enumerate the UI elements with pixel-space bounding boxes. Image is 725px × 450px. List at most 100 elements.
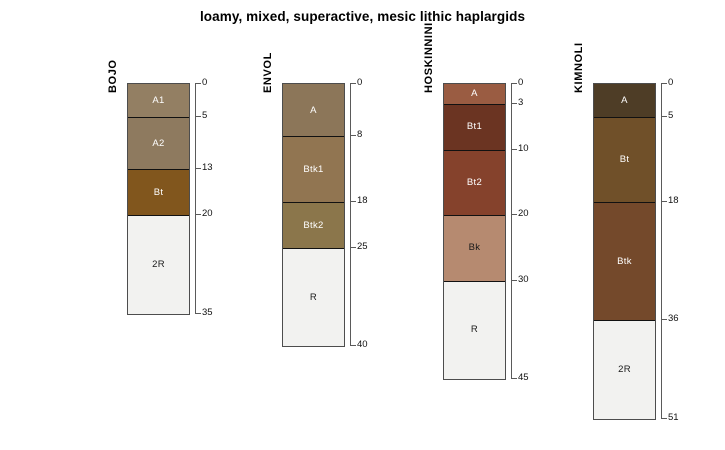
horizon-divider: [444, 149, 505, 151]
depth-tick: [511, 148, 517, 150]
profile-body: A Bt Btk 2R: [593, 83, 656, 420]
depth-tick-label: 20: [202, 208, 213, 220]
depth-tick: [511, 214, 517, 216]
depth-tick-label: 40: [357, 339, 368, 351]
horizon-label: Btk: [617, 255, 632, 267]
depth-tick-label: 36: [668, 313, 679, 325]
depth-tick-label: 51: [668, 411, 679, 423]
depth-tick-label: 25: [357, 241, 368, 252]
depth-tick-label: 0: [518, 77, 524, 88]
depth-tick: [661, 115, 667, 117]
depth-tick-label: 5: [668, 109, 674, 121]
page-title: loamy, mixed, superactive, mesic lithic …: [199, 9, 526, 24]
horizon-divider: [283, 202, 344, 204]
profile-name-label: HOSKINNINI: [423, 22, 435, 93]
depth-tick: [661, 319, 667, 321]
soil-horizon: A: [283, 84, 344, 137]
depth-tick-label: 18: [357, 195, 368, 207]
depth-tick: [511, 83, 517, 84]
depth-tick: [350, 345, 356, 347]
horizon-label: 2R: [618, 363, 631, 375]
depth-tick-label: 0: [357, 77, 363, 88]
depth-tick-label: 13: [202, 162, 213, 174]
horizon-label: A: [310, 104, 317, 116]
depth-tick: [350, 135, 356, 137]
horizon-divider: [444, 280, 505, 282]
depth-tick: [511, 279, 517, 281]
horizon-label: Bt2: [466, 176, 483, 188]
depth-tick-label: 18: [668, 195, 679, 207]
horizon-divider: [128, 116, 189, 118]
depth-tick: [511, 378, 517, 380]
depth-axis: [511, 83, 512, 379]
soil-horizon: Bt2: [444, 149, 505, 216]
depth-tick-label: 45: [518, 372, 529, 384]
profile-name-label: ENVOL: [262, 52, 274, 93]
depth-axis: [661, 83, 662, 418]
soil-horizon: A: [444, 84, 505, 104]
depth-tick-label: 10: [518, 142, 529, 154]
soil-horizon: Bt1: [444, 103, 505, 150]
depth-tick: [350, 247, 356, 248]
depth-axis: [350, 83, 351, 346]
depth-tick: [195, 115, 201, 117]
horizon-divider: [444, 215, 505, 217]
depth-tick-label: 5: [202, 109, 208, 121]
horizon-label: R: [470, 324, 479, 336]
depth-tick: [195, 168, 201, 170]
soil-horizon: A2: [128, 116, 189, 170]
depth-tick-label: 30: [518, 273, 529, 285]
soil-horizon: R: [283, 248, 344, 347]
soil-horizon: 2R: [594, 320, 655, 419]
horizon-label: A: [471, 88, 478, 100]
soil-horizon: A: [594, 84, 655, 117]
horizon-label: A2: [152, 137, 165, 149]
soil-horizon: Bk: [444, 215, 505, 281]
depth-tick: [661, 417, 667, 419]
depth-tick-label: 0: [668, 77, 674, 88]
depth-tick-label: 0: [202, 77, 208, 88]
soil-horizon: 2R: [128, 215, 189, 314]
profile-body: A Btk1 Btk2 R: [282, 83, 345, 348]
horizon-divider: [128, 215, 189, 217]
horizon-divider: [128, 169, 189, 171]
depth-axis: [195, 83, 196, 313]
profile-name-label: BOJO: [107, 59, 119, 93]
soil-horizon: Bt: [128, 169, 189, 216]
horizon-label: A1: [152, 94, 165, 106]
horizon-divider: [594, 202, 655, 204]
profile-body: A Bt1 Bt2 Bk R: [443, 83, 506, 381]
soil-horizon: Btk: [594, 202, 655, 321]
horizon-divider: [594, 116, 655, 118]
depth-tick-label: 3: [518, 96, 524, 108]
soil-horizon: Btk1: [283, 136, 344, 203]
horizon-divider: [283, 248, 344, 249]
horizon-divider: [283, 136, 344, 138]
horizon-label: 2R: [152, 258, 165, 270]
soil-horizon: R: [444, 280, 505, 380]
depth-tick: [350, 201, 356, 203]
horizon-label: Btk2: [303, 219, 324, 231]
horizon-label: Btk1: [303, 163, 324, 175]
horizon-label: Bt: [619, 153, 630, 165]
depth-tick: [661, 83, 667, 84]
depth-tick-label: 8: [357, 129, 363, 141]
depth-tick: [511, 102, 517, 104]
horizon-divider: [594, 320, 655, 322]
depth-tick-label: 35: [202, 306, 213, 318]
depth-tick: [195, 214, 201, 216]
soil-horizon: Btk2: [283, 202, 344, 248]
depth-tick: [350, 83, 356, 84]
depth-tick: [661, 201, 667, 203]
profile-name-label: KIMNOLI: [573, 42, 585, 93]
horizon-label: R: [309, 291, 318, 303]
depth-tick: [195, 312, 201, 314]
depth-tick: [195, 83, 201, 84]
horizon-label: Bt: [153, 186, 164, 198]
horizon-label: A: [621, 94, 628, 106]
horizon-label: Bk: [468, 242, 481, 254]
soil-horizon: A1: [128, 84, 189, 117]
soil-horizon: Bt: [594, 116, 655, 203]
profile-body: A1 A2 Bt 2R: [127, 83, 190, 315]
